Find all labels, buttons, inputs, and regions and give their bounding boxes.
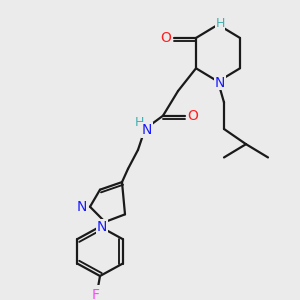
Text: O: O [188, 109, 198, 123]
Text: H: H [215, 17, 225, 30]
Text: F: F [92, 288, 100, 300]
Text: N: N [77, 200, 87, 214]
Text: O: O [160, 31, 171, 45]
Text: N: N [215, 76, 225, 89]
Text: N: N [142, 123, 152, 137]
Text: N: N [97, 220, 107, 234]
Text: H: H [134, 116, 144, 129]
